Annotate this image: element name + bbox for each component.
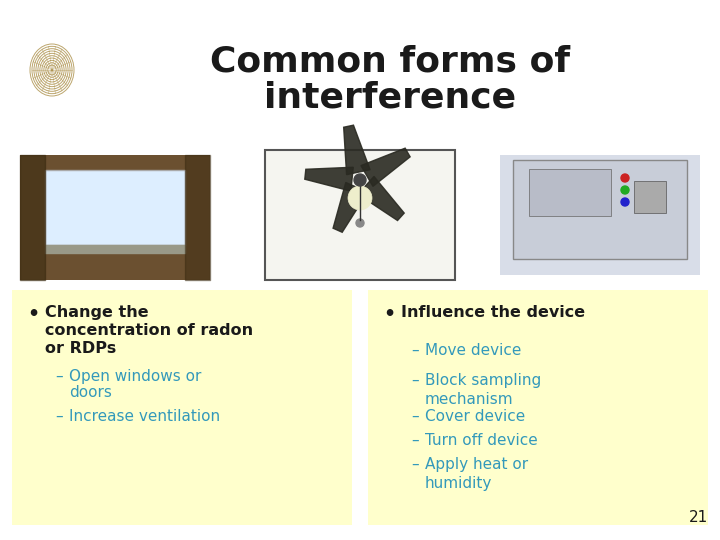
Text: Apply heat or
humidity: Apply heat or humidity: [425, 457, 528, 491]
Circle shape: [621, 198, 629, 206]
Text: –: –: [55, 409, 63, 424]
Polygon shape: [343, 125, 370, 174]
Text: –: –: [411, 457, 418, 472]
Text: Change the: Change the: [45, 305, 148, 320]
FancyBboxPatch shape: [45, 170, 185, 245]
Text: Influence the device: Influence the device: [401, 305, 585, 320]
Circle shape: [356, 219, 364, 227]
Text: doors: doors: [69, 385, 112, 400]
Text: –: –: [411, 343, 418, 358]
Text: or RDPs: or RDPs: [45, 341, 116, 356]
Text: Cover device: Cover device: [425, 409, 526, 424]
Text: •: •: [27, 305, 39, 324]
Text: –: –: [411, 373, 418, 388]
Circle shape: [354, 174, 366, 186]
FancyBboxPatch shape: [634, 181, 666, 213]
FancyBboxPatch shape: [20, 155, 210, 280]
FancyBboxPatch shape: [368, 290, 708, 525]
Text: Open windows or: Open windows or: [69, 369, 202, 384]
FancyBboxPatch shape: [500, 155, 700, 275]
Polygon shape: [305, 167, 354, 191]
Text: Move device: Move device: [425, 343, 521, 358]
Circle shape: [621, 186, 629, 194]
Polygon shape: [333, 183, 368, 232]
Polygon shape: [361, 148, 410, 186]
Text: •: •: [383, 305, 395, 324]
Text: concentration of radon: concentration of radon: [45, 323, 253, 338]
FancyBboxPatch shape: [12, 290, 352, 525]
Text: –: –: [411, 409, 418, 424]
Text: 21: 21: [689, 510, 708, 525]
Text: Block sampling
mechanism: Block sampling mechanism: [425, 373, 541, 407]
FancyBboxPatch shape: [513, 160, 687, 259]
Text: –: –: [55, 369, 63, 384]
Circle shape: [348, 186, 372, 210]
Circle shape: [621, 174, 629, 182]
FancyBboxPatch shape: [265, 150, 455, 280]
Text: interference: interference: [264, 80, 516, 114]
Text: –: –: [411, 433, 418, 448]
Text: Turn off device: Turn off device: [425, 433, 538, 448]
FancyBboxPatch shape: [529, 169, 611, 216]
Text: Common forms of: Common forms of: [210, 45, 570, 79]
Polygon shape: [358, 177, 404, 220]
Text: Increase ventilation: Increase ventilation: [69, 409, 220, 424]
